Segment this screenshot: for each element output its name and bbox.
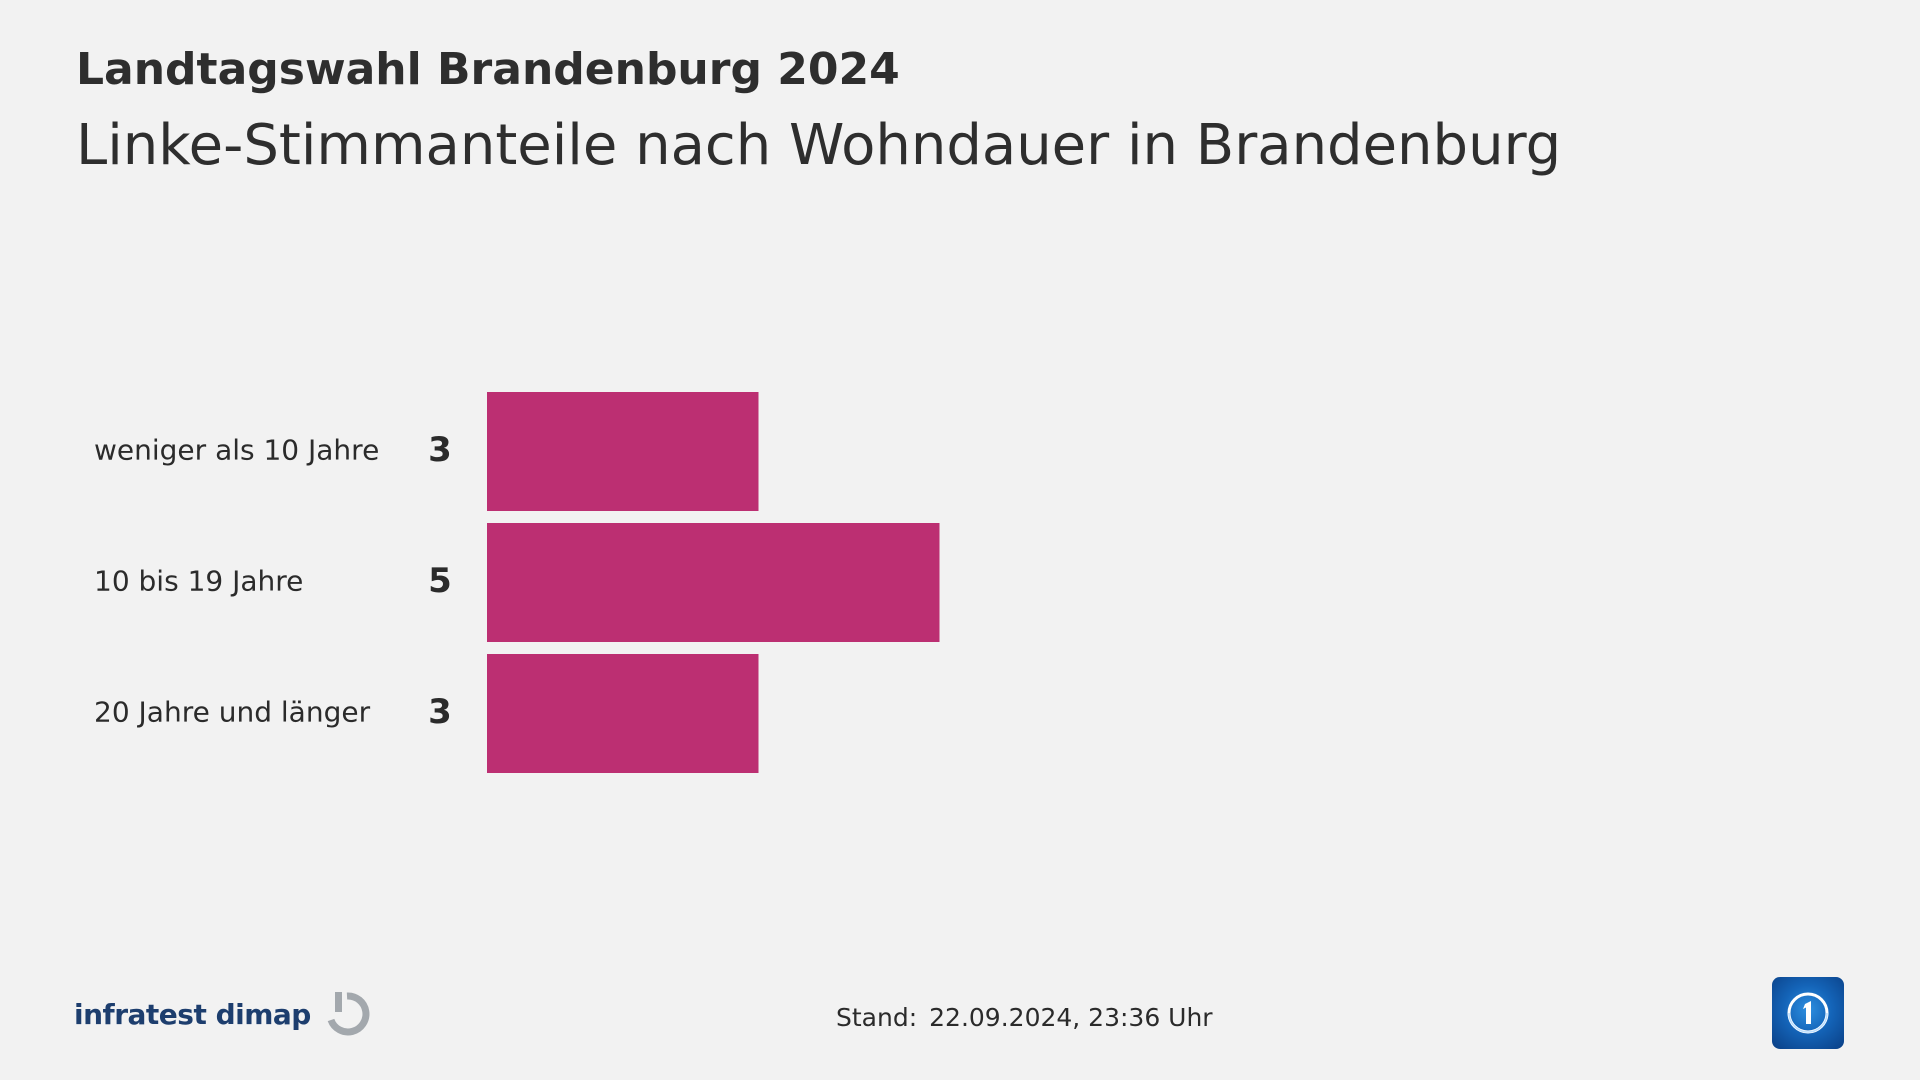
chart-supertitle: Landtagswahl Brandenburg 2024 (76, 44, 900, 95)
timestamp-value: 22.09.2024, 23:36 Uhr (929, 1003, 1213, 1032)
category-label-3: 20 Jahre und länger (94, 696, 371, 729)
value-label-2: 5 (428, 561, 452, 601)
brand-one-icon (1787, 992, 1829, 1034)
source-logo: infratest dimap (74, 990, 371, 1038)
value-label-3: 3 (428, 692, 452, 732)
chart-title: Linke-Stimmanteile nach Wohndauer in Bra… (76, 113, 1562, 178)
bar-1 (487, 392, 759, 511)
category-label-2: 10 bis 19 Jahre (94, 565, 303, 598)
category-label-1: weniger als 10 Jahre (94, 434, 379, 467)
bar-3 (487, 654, 759, 773)
header: Landtagswahl Brandenburg 2024 Linke-Stim… (76, 40, 1561, 184)
tagesschau-logo-icon (1772, 977, 1844, 1049)
timestamp: Stand: 22.09.2024, 23:36 Uhr (836, 1003, 1213, 1032)
infratest-dimap-logo-icon (327, 992, 370, 1036)
value-label-1: 3 (428, 430, 452, 470)
bar-2 (487, 523, 940, 642)
timestamp-label: Stand: (836, 1003, 918, 1032)
source-logo-text: infratest dimap (74, 997, 311, 1031)
